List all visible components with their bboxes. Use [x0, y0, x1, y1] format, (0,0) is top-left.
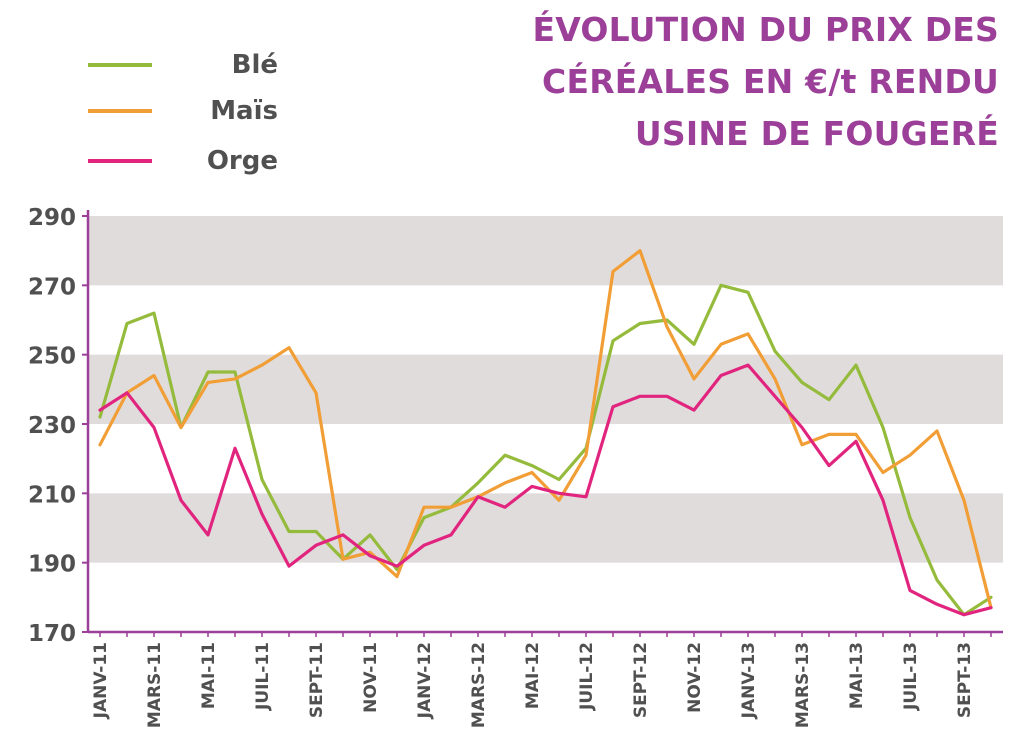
- background-bands: [88, 216, 1003, 563]
- x-tick-label: JUIL-12: [577, 642, 597, 711]
- x-tick-label: NOV-11: [361, 642, 381, 713]
- legend-swatch-ble: [88, 63, 152, 67]
- series-line-orge: [98, 363, 993, 617]
- chart-title-line-2: CÉRÉALES EN €/t RENDU: [542, 62, 999, 101]
- series-line-mais: [98, 249, 993, 610]
- series-lines: [98, 249, 993, 617]
- x-axis-ticks: JANV-11 MARS-11 MAI-11 JUIL-11 SEPT-11 NOV-11…: [91, 632, 992, 728]
- chart-title: ÉVOLUTION DU PRIX DES CÉRÉALES EN €/t RE…: [439, 4, 999, 160]
- legend-swatch-orge: [88, 159, 152, 163]
- legend-item-mais: Maïs: [88, 96, 278, 126]
- grid-band-3: [88, 493, 1003, 563]
- y-tick-label: 210: [28, 482, 76, 508]
- x-tick-label: SEPT-12: [631, 642, 651, 718]
- y-tick-label: 230: [28, 413, 76, 439]
- chart-title-line-3: USINE DE FOUGERÉ: [634, 114, 999, 153]
- y-axis-ticks: 290 270 250 230 210 190 170: [28, 205, 88, 647]
- legend-label-mais: Maïs: [210, 96, 278, 126]
- x-tick-label: MARS-11: [145, 642, 165, 728]
- y-tick-label: 290: [28, 205, 76, 231]
- x-tick-label: JUIL-11: [253, 642, 273, 711]
- series-line-ble: [98, 283, 993, 617]
- x-tick-label: NOV-12: [685, 642, 705, 713]
- legend-swatch-mais: [88, 109, 152, 113]
- x-tick-label: JANV-12: [415, 642, 435, 719]
- x-tick-label: JUIL-13: [901, 642, 921, 711]
- chart-title-line-1: ÉVOLUTION DU PRIX DES: [532, 10, 999, 49]
- y-tick-label: 190: [28, 552, 76, 578]
- x-tick-label: JANV-13: [739, 642, 759, 719]
- legend-item-ble: Blé: [88, 50, 278, 80]
- x-tick-label: SEPT-13: [955, 642, 975, 718]
- x-tick-label: MAI-11: [199, 642, 219, 709]
- legend-label-orge: Orge: [206, 146, 278, 176]
- y-tick-label: 250: [28, 344, 76, 370]
- x-tick-label: JANV-11: [91, 642, 111, 719]
- x-tick-label: MARS-12: [469, 642, 489, 728]
- y-tick-label: 270: [28, 274, 76, 300]
- x-tick-label: MAI-13: [847, 642, 867, 709]
- y-tick-label: 170: [28, 621, 76, 647]
- x-tick-label: SEPT-11: [307, 642, 327, 718]
- x-tick-label: MAI-12: [523, 642, 543, 709]
- legend-label-ble: Blé: [231, 50, 278, 80]
- legend-item-orge: Orge: [88, 146, 278, 176]
- grid-band-1: [88, 216, 1003, 286]
- x-tick-label: MARS-13: [793, 642, 813, 728]
